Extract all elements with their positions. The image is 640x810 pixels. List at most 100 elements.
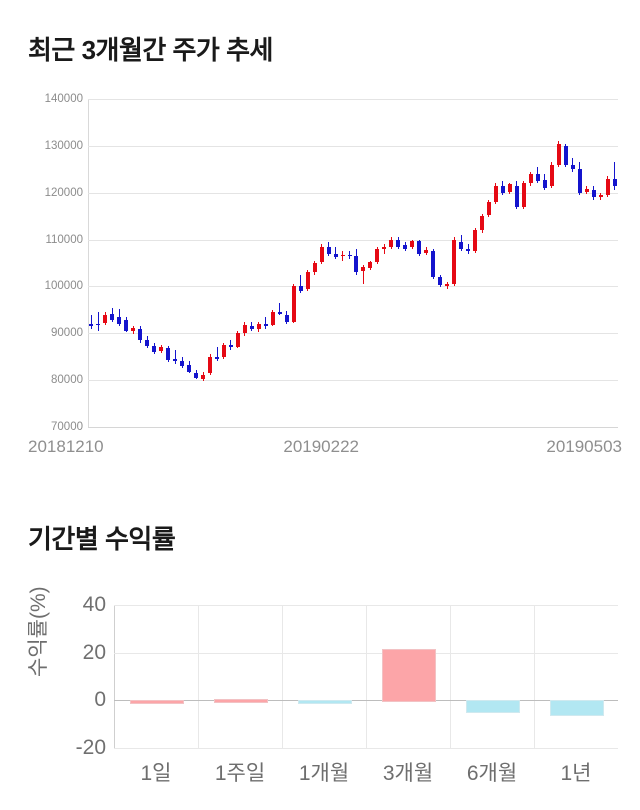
candle-body xyxy=(312,263,317,273)
candle-wick xyxy=(383,244,385,254)
candle-body xyxy=(152,346,157,352)
candle-body xyxy=(396,239,401,247)
candle-body xyxy=(410,240,415,247)
candle-body xyxy=(228,345,233,348)
candle-body xyxy=(89,323,94,327)
candle-body xyxy=(263,323,268,327)
candle-body xyxy=(493,185,498,203)
return-y-axis-line xyxy=(114,605,115,749)
return-bar[interactable] xyxy=(465,700,521,714)
candle-body xyxy=(159,347,164,352)
candle-body xyxy=(528,173,533,184)
price-gridline xyxy=(88,380,618,382)
candle-body xyxy=(507,184,512,192)
price-gridline xyxy=(88,427,618,428)
return-gridline-vertical xyxy=(198,605,199,748)
return-bar[interactable] xyxy=(213,699,269,703)
candle-body xyxy=(403,245,408,249)
candle-body xyxy=(452,239,457,285)
candle-wick xyxy=(572,157,574,172)
candle-body xyxy=(549,164,554,186)
candle-wick xyxy=(216,347,218,362)
candle-body xyxy=(354,255,359,273)
candle-body xyxy=(563,145,568,165)
price-y-tick: 120000 xyxy=(44,186,83,199)
candle-body xyxy=(221,345,226,357)
candle-body xyxy=(535,173,540,181)
return-zero-line xyxy=(114,700,618,702)
return-gridline-vertical xyxy=(366,605,367,748)
return-bar[interactable] xyxy=(381,649,437,703)
candle-body xyxy=(591,190,596,198)
price-y-tick: 80000 xyxy=(51,374,83,387)
candle-body xyxy=(242,324,247,334)
price-chart-title: 최근 3개월간 주가 추세 xyxy=(28,35,273,65)
return-gridline-vertical xyxy=(450,605,451,748)
price-x-tick: 20190222 xyxy=(283,437,360,456)
candle-body xyxy=(368,262,373,268)
return-gridline-vertical xyxy=(534,605,535,748)
candle-body xyxy=(584,188,589,192)
return-y-tick: 40 xyxy=(82,593,106,616)
return-bar[interactable] xyxy=(549,700,605,717)
candle-body xyxy=(215,356,219,360)
return-bar[interactable] xyxy=(129,700,185,704)
candle-body xyxy=(347,254,352,257)
price-y-tick: 130000 xyxy=(44,139,83,152)
price-gridline xyxy=(88,145,618,147)
price-gridline xyxy=(88,192,618,194)
candle-body xyxy=(298,286,303,292)
candle-body xyxy=(277,312,282,314)
candle-body xyxy=(138,328,143,341)
candle-body xyxy=(480,216,484,231)
return-gridline xyxy=(114,748,618,749)
candle-body xyxy=(612,178,617,186)
return-gridline-vertical xyxy=(282,605,283,748)
return-bar[interactable] xyxy=(297,700,353,704)
price-x-tick: 20181210 xyxy=(28,437,104,456)
candle-body xyxy=(556,143,561,165)
candle-body xyxy=(194,373,199,378)
return-plot-area xyxy=(114,605,618,749)
return-y-tick: 0 xyxy=(94,688,106,712)
return-bar-chart: 수익률(%) 40 20 0 -20 1일 1주일 1개월 3개월 6개월 1년 xyxy=(0,585,640,810)
candle-body xyxy=(570,164,575,170)
candle-body xyxy=(500,185,505,193)
candle-body xyxy=(187,365,192,372)
candle-body xyxy=(173,359,178,362)
candle-body xyxy=(166,348,171,361)
candle-body xyxy=(249,326,254,329)
price-y-tick: 140000 xyxy=(44,93,83,105)
candle-body xyxy=(103,315,108,323)
price-gridline xyxy=(88,333,618,335)
candle-body xyxy=(542,179,547,189)
return-chart-title: 기간별 수익률 xyxy=(28,524,176,554)
candle-body xyxy=(598,195,603,197)
candle-body xyxy=(521,183,526,207)
return-y-axis-label: 수익률(%) xyxy=(27,586,50,677)
return-y-tick: 20 xyxy=(82,640,106,664)
candle-body xyxy=(319,246,324,263)
candle-wick xyxy=(362,265,364,285)
price-y-tick: 90000 xyxy=(51,327,83,340)
return-x-tick: 1개월 xyxy=(298,762,350,785)
candle-body xyxy=(201,374,206,379)
candle-body xyxy=(438,277,443,286)
price-y-axis-line xyxy=(88,99,89,428)
candle-wick xyxy=(279,302,281,316)
candle-body xyxy=(424,249,429,253)
return-y-tick: -20 xyxy=(75,736,106,759)
candle-body xyxy=(340,254,345,257)
candle-wick xyxy=(251,321,253,331)
price-y-tick: 110000 xyxy=(45,233,83,246)
candle-body xyxy=(145,340,150,347)
candle-body xyxy=(473,230,478,252)
candle-wick xyxy=(230,340,232,350)
candle-body xyxy=(486,202,491,216)
candle-body xyxy=(333,253,338,258)
candle-body xyxy=(291,286,296,322)
candle-body xyxy=(389,239,394,247)
price-y-tick: 100000 xyxy=(44,280,83,293)
candle-body xyxy=(577,169,582,193)
candle-body xyxy=(305,272,310,289)
